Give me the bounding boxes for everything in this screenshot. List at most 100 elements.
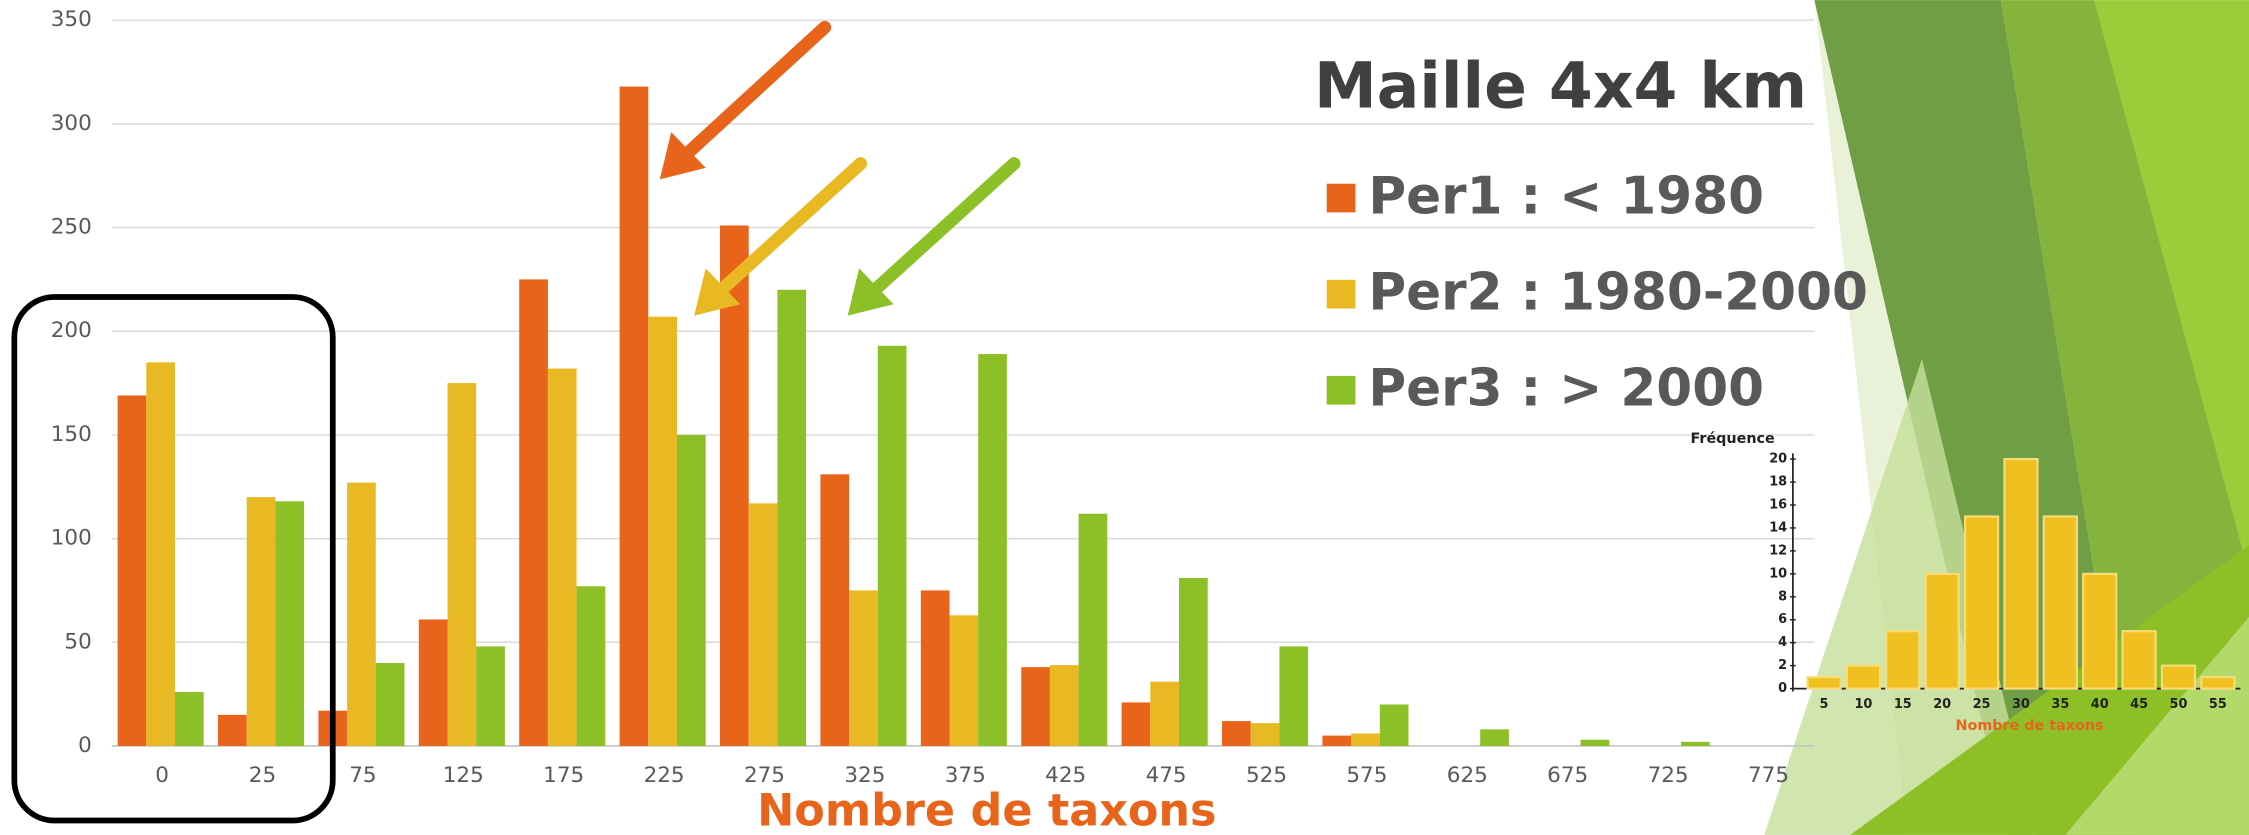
bar [218, 715, 247, 746]
x-tick-label: 20 [1933, 697, 1951, 712]
bar [1886, 631, 1919, 688]
x-tick-label: 0 [155, 763, 169, 788]
y-tick-label: 0 [1778, 681, 1787, 696]
bar [577, 586, 606, 746]
x-tick-label: 5 [1820, 697, 1829, 712]
bar [820, 474, 849, 746]
bar [1322, 736, 1351, 746]
bar [950, 615, 979, 746]
x-tick-label: 275 [744, 763, 785, 788]
y-tick-label: 4 [1778, 635, 1787, 650]
x-tick-label: 325 [844, 763, 885, 788]
y-tick-label: 300 [51, 111, 92, 136]
bar [1021, 667, 1050, 746]
bar [548, 369, 577, 746]
y-tick-label: 200 [51, 318, 92, 343]
bar [448, 383, 477, 746]
x-tick-label: 775 [1748, 763, 1789, 788]
bar [1480, 729, 1509, 746]
bar [921, 590, 950, 746]
bar [1351, 734, 1380, 746]
bar [146, 362, 175, 746]
x-tick-label: 525 [1246, 763, 1287, 788]
bar [347, 483, 376, 746]
x-tick-label: 125 [443, 763, 484, 788]
y-tick-label: 150 [51, 422, 92, 447]
bar [118, 396, 147, 746]
y-tick-label: 50 [64, 629, 91, 654]
y-tick-label: 8 [1778, 589, 1787, 604]
bar [1808, 677, 1841, 688]
bar [1079, 514, 1108, 746]
legend-swatch [1327, 376, 1356, 405]
bar [1150, 682, 1179, 746]
x-tick-label: 40 [2091, 697, 2109, 712]
bar [2083, 574, 2116, 689]
bar [1380, 704, 1409, 745]
x-tick-label: 15 [1894, 697, 1912, 712]
y-axis-title: Fréquence [1691, 431, 1776, 447]
x-tick-label: 225 [644, 763, 685, 788]
bar [247, 497, 276, 746]
bar [376, 663, 405, 746]
x-tick-label: 725 [1648, 763, 1689, 788]
x-tick-label: 45 [2130, 697, 2148, 712]
bar [1279, 646, 1308, 746]
x-tick-label: 575 [1346, 763, 1387, 788]
legend-title: Maille 4x4 km [1314, 49, 1807, 123]
bar [1926, 574, 1959, 689]
legend-swatch [1327, 184, 1356, 213]
bar [275, 501, 304, 746]
x-tick-label: 25 [1973, 697, 1991, 712]
x-tick-label: 30 [2012, 697, 2030, 712]
bar [1251, 723, 1280, 746]
x-tick-label: 625 [1447, 763, 1488, 788]
y-tick-label: 16 [1769, 497, 1787, 512]
x-tick-label: 50 [2169, 697, 2187, 712]
bar [2004, 459, 2037, 688]
y-tick-label: 6 [1778, 612, 1787, 627]
x-tick-label: 675 [1547, 763, 1588, 788]
bar [749, 503, 778, 746]
x-tick-label: 425 [1045, 763, 1086, 788]
bar [476, 646, 505, 746]
bar [849, 590, 878, 746]
bar [1965, 516, 1998, 688]
bar [519, 279, 548, 746]
x-tick-label: 35 [2051, 697, 2069, 712]
y-tick-label: 250 [51, 215, 92, 240]
bar [2123, 631, 2156, 688]
legend-label: Per3 : > 2000 [1368, 359, 1764, 419]
bar [419, 619, 448, 745]
y-tick-label: 18 [1769, 475, 1787, 490]
x-tick-label: 175 [543, 763, 584, 788]
bar [1847, 666, 1880, 689]
y-tick-label: 350 [51, 7, 92, 32]
bar [1222, 721, 1251, 746]
x-tick-label: 10 [1854, 697, 1872, 712]
bar [1122, 702, 1151, 746]
bar [175, 692, 204, 746]
bar [878, 346, 907, 746]
y-tick-label: 20 [1769, 452, 1787, 467]
y-tick-label: 14 [1769, 520, 1787, 535]
x-tick-label: 55 [2209, 697, 2227, 712]
x-axis-title: Nombre de taxons [1956, 718, 2104, 734]
bar [2044, 516, 2077, 688]
legend-swatch [1327, 280, 1356, 309]
x-tick-label: 475 [1146, 763, 1187, 788]
y-tick-label: 2 [1778, 658, 1787, 673]
bar [2162, 666, 2195, 689]
y-tick-label: 10 [1769, 566, 1787, 581]
y-tick-label: 100 [51, 526, 92, 551]
bar [620, 87, 649, 746]
slide: 0501001502002503003500257512517522527532… [0, 0, 2249, 835]
y-tick-label: 12 [1769, 543, 1787, 558]
bar [1681, 742, 1710, 746]
bar [978, 354, 1007, 746]
bar [677, 435, 706, 746]
bar [2201, 677, 2234, 688]
x-axis-title: Nombre de taxons [757, 785, 1216, 835]
y-tick-label: 0 [78, 733, 92, 758]
x-tick-label: 375 [945, 763, 986, 788]
